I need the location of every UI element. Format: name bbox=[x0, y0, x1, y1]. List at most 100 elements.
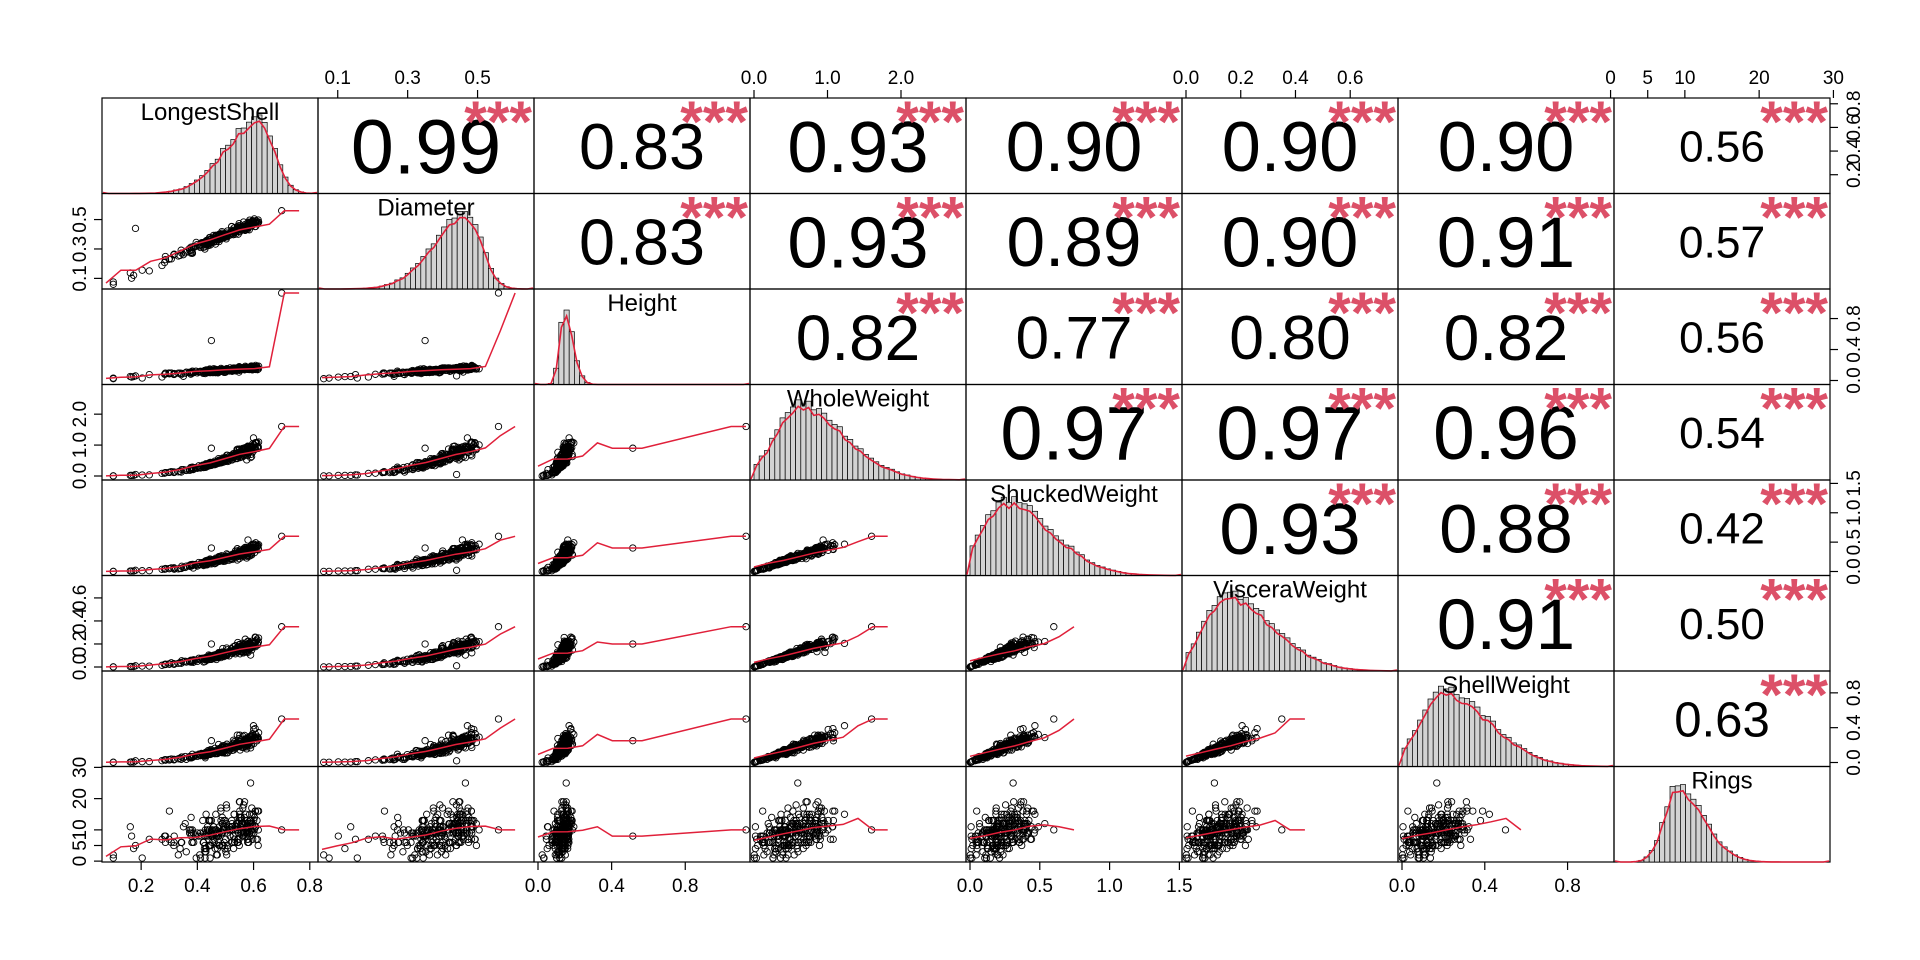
histogram-bar bbox=[1021, 503, 1028, 576]
scatter-point bbox=[570, 439, 578, 447]
scatter-point bbox=[454, 736, 463, 744]
scatter-point bbox=[181, 249, 189, 257]
histogram-bar bbox=[1211, 605, 1218, 672]
scatter-point bbox=[831, 541, 839, 549]
significance-stars: *** bbox=[896, 281, 964, 346]
panel-Height-LongestShell bbox=[101, 288, 319, 386]
correlation-value: 0.90 bbox=[1006, 107, 1143, 186]
correlation-value: 0.93 bbox=[787, 107, 928, 188]
scatter-point bbox=[421, 640, 429, 648]
scatter-point bbox=[205, 750, 214, 758]
scatter-point bbox=[564, 443, 572, 451]
scatter-point bbox=[1023, 639, 1032, 647]
scatter-points bbox=[537, 623, 750, 671]
scatter-points bbox=[105, 623, 300, 671]
significance-stars: *** bbox=[896, 90, 964, 155]
panel-Height-VisceraWeight: 0.80*** bbox=[1181, 281, 1399, 386]
scatter-point bbox=[109, 280, 117, 288]
scatter-point bbox=[555, 456, 564, 464]
scatter-point bbox=[250, 739, 258, 748]
correlation-value: 0.88 bbox=[1439, 490, 1573, 567]
scatter-point bbox=[408, 465, 416, 473]
scatter-point bbox=[560, 454, 568, 462]
smooth-line bbox=[753, 535, 888, 568]
scatter-point bbox=[805, 548, 814, 557]
histogram-bar bbox=[230, 139, 237, 194]
histogram-bar bbox=[1063, 544, 1070, 576]
scatter-point bbox=[216, 456, 224, 464]
scatter-point bbox=[244, 536, 252, 544]
correlation-value: 0.99 bbox=[351, 105, 501, 191]
scatter-point bbox=[454, 364, 462, 372]
scatter-point bbox=[246, 544, 255, 553]
histogram-bar bbox=[1242, 596, 1249, 672]
histogram-bar bbox=[826, 419, 833, 481]
panel-WholeWeight-Rings: 0.54*** bbox=[1613, 377, 1831, 481]
smooth-line bbox=[105, 425, 300, 477]
significance-stars: *** bbox=[1544, 568, 1612, 633]
scatter-point bbox=[251, 218, 259, 226]
histogram-bar bbox=[821, 412, 828, 481]
panel-ShuckedWeight-LongestShell bbox=[101, 479, 319, 577]
correlation-value: 0.80 bbox=[1229, 304, 1350, 373]
panel-WholeWeight-Height bbox=[533, 383, 751, 481]
histogram-bar bbox=[1263, 620, 1270, 672]
scatter-point bbox=[467, 724, 475, 733]
scatter-point bbox=[201, 559, 209, 567]
scatter-point bbox=[467, 736, 475, 744]
scatter-point bbox=[1023, 642, 1031, 650]
scatter-point bbox=[538, 567, 546, 576]
histogram-bar bbox=[1248, 603, 1254, 672]
density-curve bbox=[966, 501, 1182, 577]
correlation-value: 0.89 bbox=[1006, 203, 1141, 281]
scatter-point bbox=[235, 548, 243, 557]
histogram-bar bbox=[1253, 608, 1260, 672]
correlation-value: 0.83 bbox=[579, 110, 705, 183]
panel-Diameter-ShuckedWeight: 0.89*** bbox=[965, 186, 1183, 290]
scatter-point bbox=[251, 363, 259, 371]
scatter-point bbox=[1029, 634, 1038, 642]
significance-stars: *** bbox=[680, 186, 748, 251]
histogram-bar bbox=[1000, 496, 1007, 576]
scatter-point bbox=[207, 544, 216, 552]
scatter-point bbox=[207, 640, 216, 648]
scatter-points bbox=[750, 532, 888, 576]
scatter-point bbox=[251, 724, 259, 733]
correlation-value: 0.82 bbox=[796, 302, 920, 374]
variable-label: WholeWeight bbox=[787, 386, 930, 413]
scatter-point bbox=[449, 731, 457, 740]
panel-Diameter-Rings: 0.57*** bbox=[1613, 186, 1831, 290]
scatter-point bbox=[233, 648, 241, 656]
scatter-point bbox=[408, 658, 416, 666]
histogram-bar bbox=[1016, 502, 1023, 576]
scatter-point bbox=[207, 444, 216, 452]
density-curve bbox=[1182, 596, 1398, 672]
significance-stars: *** bbox=[1328, 472, 1396, 537]
panel-LongestShell-ShellWeight: 0.90*** bbox=[1397, 90, 1615, 195]
scatter-point bbox=[421, 444, 429, 452]
variable-label: Diameter bbox=[377, 195, 474, 222]
scatter-point bbox=[233, 731, 241, 739]
histogram-bar bbox=[251, 116, 258, 194]
scatter-point bbox=[1019, 633, 1027, 641]
scatter-point bbox=[211, 240, 220, 248]
panel-VisceraWeight-VisceraWeight: VisceraWeight bbox=[1181, 574, 1399, 672]
significance-stars: *** bbox=[1760, 186, 1828, 251]
scatter-point bbox=[969, 662, 977, 670]
scatter-point bbox=[187, 249, 195, 257]
correlation-value: 0.83 bbox=[579, 206, 705, 279]
histogram-bar bbox=[467, 216, 474, 290]
scatter-point bbox=[538, 663, 546, 671]
scatter-point bbox=[494, 623, 503, 631]
scatter-point bbox=[158, 757, 166, 765]
scatter-point bbox=[439, 557, 447, 565]
scatter-point bbox=[158, 661, 166, 669]
histogram-bar bbox=[1006, 502, 1012, 576]
correlation-value: 0.42 bbox=[1679, 505, 1765, 554]
panel-VisceraWeight-Height bbox=[533, 574, 751, 672]
scatter-point bbox=[452, 372, 461, 380]
panel-LongestShell-WholeWeight: 0.93*** bbox=[749, 90, 967, 195]
scatter-point bbox=[210, 748, 218, 757]
scatter-point bbox=[399, 753, 408, 761]
histogram-bar bbox=[1279, 633, 1286, 672]
